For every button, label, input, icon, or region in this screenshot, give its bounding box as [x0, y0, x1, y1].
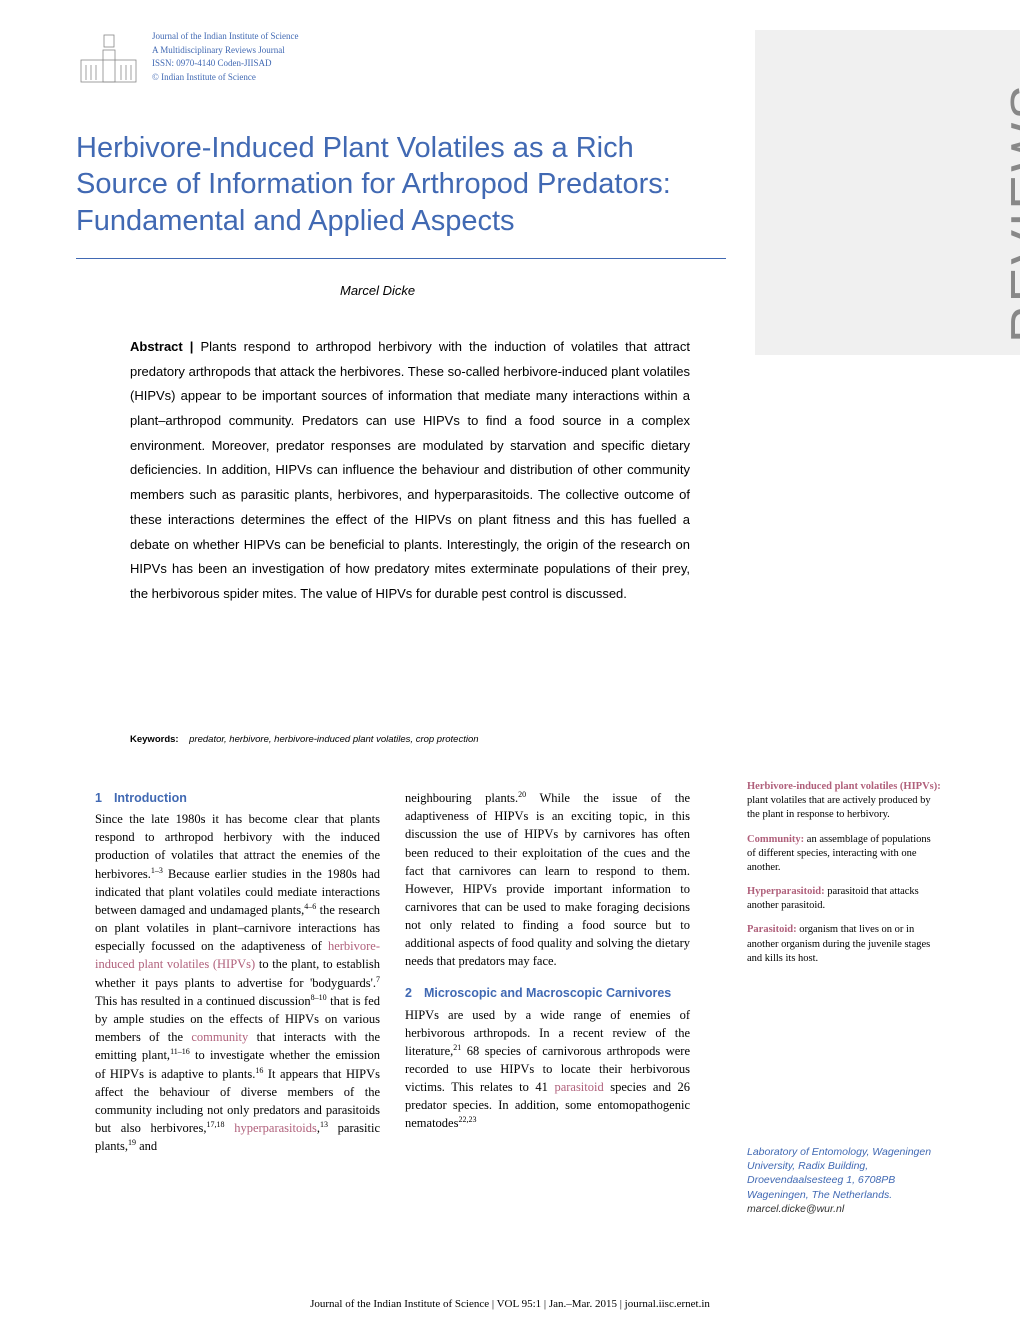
author-name: Marcel Dicke [340, 283, 415, 298]
glossary-sidebar: Herbivore-induced plant volatiles (HIPVs… [747, 780, 942, 976]
sidebar-panel [755, 30, 1020, 355]
section-type-label: REVIEWS [1000, 82, 1020, 343]
page-footer: Journal of the Indian Institute of Scien… [0, 1298, 1020, 1310]
journal-logo [76, 30, 141, 85]
section-2-heading: 2 Microscopic and Macroscopic Carnivores [405, 984, 690, 1002]
keywords-label: Keywords: [130, 734, 179, 745]
glossary-def-1: plant volatiles that are actively produc… [747, 795, 931, 820]
keywords-block: Keywords: predator, herbivore, herbivore… [130, 734, 479, 745]
glossary-term-2: Community: [747, 834, 804, 845]
author-email: marcel.dicke@wur.nl [747, 1202, 942, 1216]
hyperparasitoid-term: hyperparasitoids [234, 1121, 317, 1135]
section-1-title: Introduction [114, 791, 187, 805]
glossary-item: Hyperparasitoid: parasitoid that attacks… [747, 885, 942, 913]
abstract-label: Abstract | [130, 339, 200, 354]
title-divider [76, 258, 726, 259]
community-term: community [191, 1030, 248, 1044]
author-affiliation: Laboratory of Entomology, Wageningen Uni… [747, 1145, 942, 1216]
journal-subtitle: A Multidisciplinary Reviews Journal [152, 44, 298, 58]
section-1-number: 1 [95, 791, 102, 805]
glossary-item: Community: an assemblage of populations … [747, 833, 942, 876]
parasitoid-term: parasitoid [554, 1080, 603, 1094]
glossary-term-1: Herbivore-induced plant volatiles (HIPVs… [747, 781, 941, 792]
affiliation-text: Laboratory of Entomology, Wageningen Uni… [747, 1145, 942, 1202]
abstract-text: Plants respond to arthropod herbivory wi… [130, 339, 690, 601]
micro-paragraph: HIPVs are used by a wide range of enemie… [405, 1006, 690, 1133]
glossary-term-3: Hyperparasitoid: [747, 886, 825, 897]
abstract-block: Abstract | Plants respond to arthropod h… [130, 335, 690, 607]
section-2-title: Microscopic and Macroscopic Carnivores [424, 986, 671, 1000]
section-1-heading: 1 Introduction [95, 789, 380, 807]
journal-issn: ISSN: 0970-4140 Coden-JIISAD [152, 57, 298, 71]
glossary-item: Parasitoid: organism that lives on or in… [747, 923, 942, 966]
journal-name: Journal of the Indian Institute of Scien… [152, 30, 298, 44]
article-title: Herbivore-Induced Plant Volatiles as a R… [76, 130, 726, 239]
body-column-2: neighbouring plants.20 While the issue o… [405, 789, 690, 1133]
section-2-number: 2 [405, 986, 412, 1000]
glossary-item: Herbivore-induced plant volatiles (HIPVs… [747, 780, 942, 823]
col2-paragraph-1: neighbouring plants.20 While the issue o… [405, 789, 690, 970]
keywords-text: predator, herbivore, herbivore-induced p… [189, 734, 478, 745]
glossary-term-4: Parasitoid: [747, 924, 797, 935]
journal-header: Journal of the Indian Institute of Scien… [152, 30, 298, 84]
journal-copyright: © Indian Institute of Science [152, 71, 298, 85]
body-column-1: 1 Introduction Since the late 1980s it ha… [95, 789, 380, 1156]
intro-paragraph: Since the late 1980s it has become clear… [95, 810, 380, 1156]
